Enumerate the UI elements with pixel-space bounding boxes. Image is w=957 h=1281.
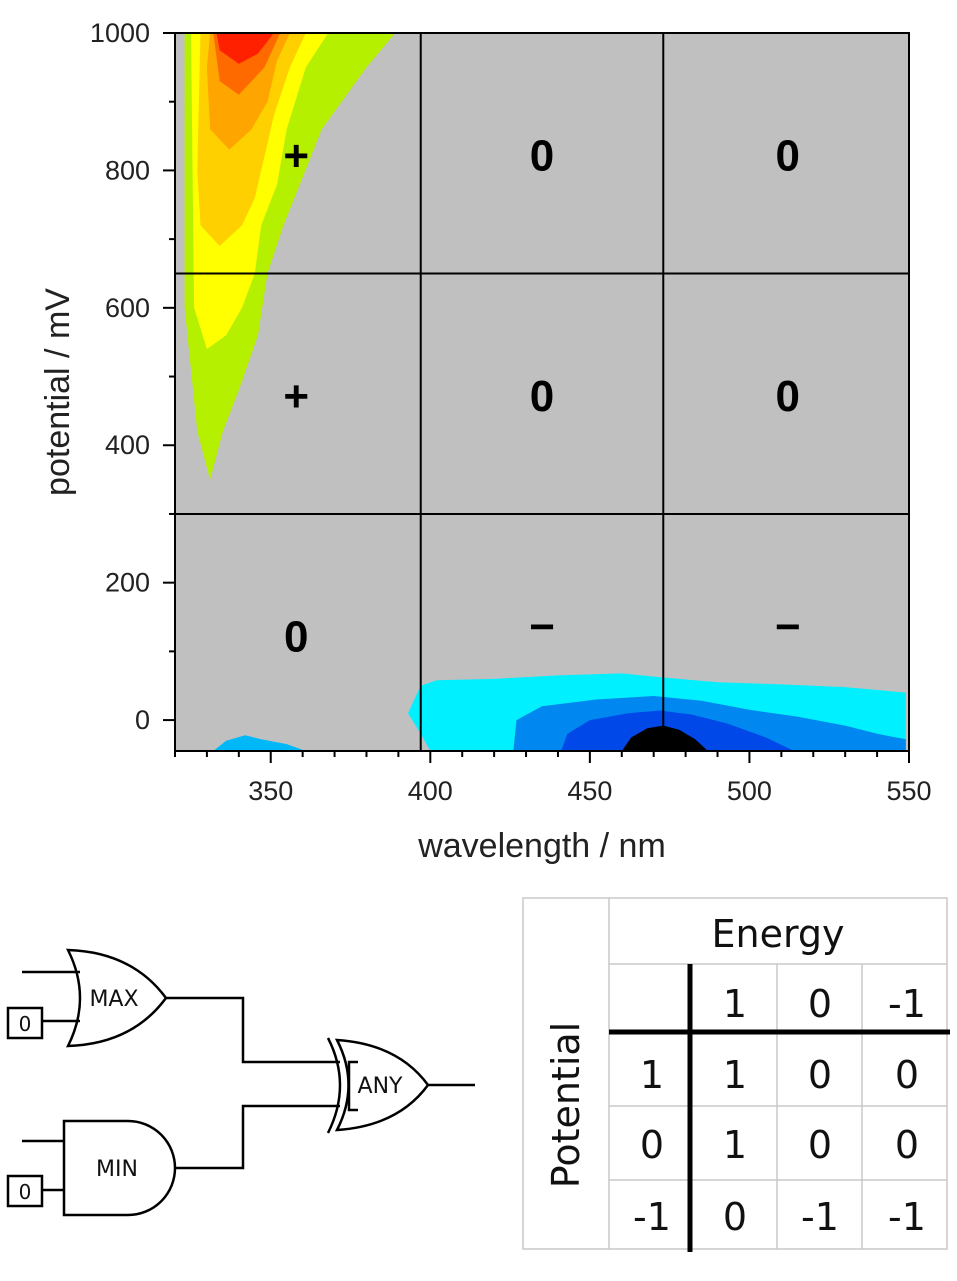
- max-output-wire: [166, 996, 340, 1064]
- row-3-potential: -1: [633, 1195, 671, 1239]
- x-axis-label: wavelength / nm: [417, 827, 666, 865]
- cell-label-1: +: [283, 132, 309, 181]
- cell-label-2: 0: [530, 132, 554, 181]
- any-gate-label: ANY: [358, 1074, 404, 1099]
- y-tick-label-400: 400: [105, 430, 150, 460]
- row-1-potential: 1: [640, 1053, 664, 1097]
- row-1-cell-2: 0: [808, 1053, 832, 1097]
- row-3-cell-2: -1: [801, 1195, 839, 1239]
- cell-labels: +0 0 + 0 0 0 − −: [283, 132, 800, 662]
- row-1-cell-3: 0: [895, 1053, 919, 1097]
- x-tick-label-500: 500: [727, 776, 772, 806]
- energy-col-1: 1: [723, 982, 747, 1026]
- row-2-potential: 0: [640, 1123, 664, 1167]
- cell-label-3: 0: [775, 132, 799, 181]
- table-grid: [522, 897, 948, 1250]
- positive-contour-band-6: [216, 33, 274, 64]
- cell-label-4: +: [283, 372, 309, 421]
- contour-chart: +0 0 + 0 0 0 − − 350 400 450 500 550 0 200 400 600 800 1…: [39, 18, 932, 865]
- plot-frame: [174, 32, 910, 752]
- energy-col-neg1: -1: [888, 982, 926, 1026]
- negative-contour-band-5: [621, 725, 708, 751]
- cell-label-5: 0: [530, 372, 554, 421]
- energy-col-0: 0: [808, 982, 832, 1026]
- cell-label-6: 0: [775, 372, 799, 421]
- row-2-cell-3: 0: [895, 1123, 919, 1167]
- constant-input-box-bottom: [6, 1174, 44, 1208]
- min-output-wire: [175, 1104, 340, 1170]
- row-2-cell-1: 1: [723, 1123, 747, 1167]
- y-tick-label-600: 600: [105, 293, 150, 323]
- x-tick-label-450: 450: [567, 776, 612, 806]
- x-tick-label-400: 400: [408, 776, 453, 806]
- row-1-cell-1: 1: [723, 1053, 747, 1097]
- cell-grid: [175, 33, 909, 751]
- y-tick-label-0: 0: [135, 705, 150, 735]
- x-axis-ticks: 350 400 450 500 550: [174, 751, 932, 806]
- max-gate-shape: [65, 948, 168, 1048]
- logic-labels: MAX MIN ANY 0 0: [19, 987, 403, 1204]
- x-tick-label-350: 350: [248, 776, 293, 806]
- max-gate-label: MAX: [89, 987, 138, 1012]
- cell-label-8: −: [529, 602, 555, 651]
- row-3-cell-3: -1: [888, 1195, 926, 1239]
- min-gate-shape: [62, 1119, 177, 1217]
- y-axis-label: potential / mV: [39, 288, 77, 496]
- constant-input-top: 0: [19, 1012, 32, 1036]
- y-axis-ticks: 0 200 400 600 800 1000: [90, 18, 175, 735]
- row-2-cell-2: 0: [808, 1123, 832, 1167]
- energy-header: Energy: [711, 912, 844, 956]
- y-tick-label-800: 800: [105, 155, 150, 185]
- any-gate-bracket: [347, 1060, 358, 1112]
- row-3-cell-1: 0: [723, 1195, 747, 1239]
- any-gate-back-curve: [326, 1037, 342, 1134]
- contour-fills: [184, 33, 906, 751]
- cell-label-7: 0: [284, 613, 308, 662]
- potential-header: Potential: [544, 1022, 588, 1188]
- y-tick-label-1000: 1000: [90, 18, 150, 48]
- y-tick-label-200: 200: [105, 568, 150, 598]
- negative-contour-band-2: [213, 735, 306, 751]
- cell-label-9: −: [775, 602, 801, 651]
- min-gate-label: MIN: [96, 1157, 138, 1182]
- constant-input-bottom: 0: [19, 1180, 32, 1204]
- constant-input-box-top: [6, 1006, 44, 1040]
- logic-diagram: [6, 948, 475, 1217]
- x-tick-label-550: 550: [886, 776, 931, 806]
- truth-table: Energy Potential 1 0 -1 1 1 0 0 0 1 0 0 …: [522, 897, 950, 1252]
